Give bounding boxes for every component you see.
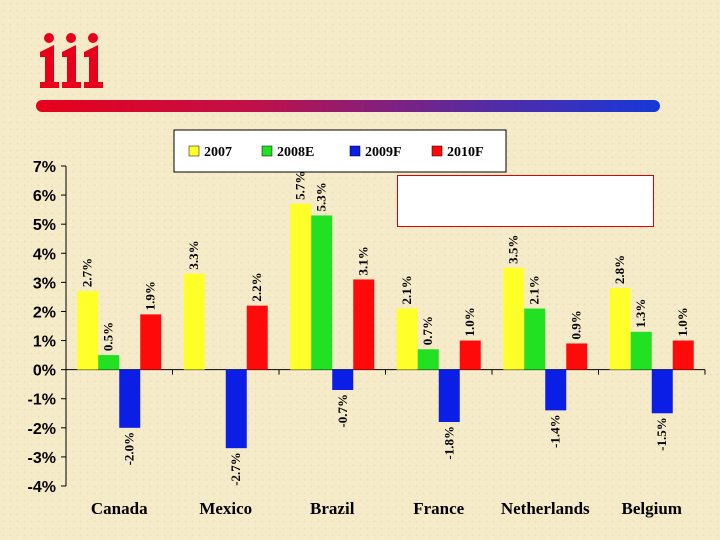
data-label: 2.1% bbox=[527, 275, 542, 304]
bar-2009f bbox=[225, 369, 247, 449]
data-label: 0.7% bbox=[420, 316, 435, 345]
note-box bbox=[397, 175, 654, 227]
data-label: -2.0% bbox=[122, 432, 137, 466]
legend-swatch bbox=[431, 145, 443, 157]
bar-2010f bbox=[353, 279, 375, 370]
data-label: -1.5% bbox=[654, 417, 669, 451]
bar-2009f bbox=[545, 369, 567, 411]
legend: 2007 2008E 2009F 2010F bbox=[173, 129, 507, 173]
category-label: Netherlands bbox=[501, 499, 590, 518]
data-label: 3.1% bbox=[356, 246, 371, 275]
bar-2007 bbox=[609, 288, 631, 370]
bar-2009f bbox=[332, 369, 354, 390]
bar-2008e bbox=[98, 355, 120, 370]
y-tick-label: 5% bbox=[33, 217, 56, 234]
data-label: 2.8% bbox=[612, 255, 627, 284]
bar-2010f bbox=[140, 314, 162, 370]
data-label: 2.7% bbox=[80, 258, 95, 287]
legend-swatch bbox=[188, 145, 200, 157]
iii-logo bbox=[40, 33, 103, 88]
bar-2008e bbox=[630, 331, 652, 370]
data-label: 5.7% bbox=[293, 171, 308, 200]
y-tick-label: 0% bbox=[33, 363, 56, 380]
data-label: 3.3% bbox=[186, 240, 201, 269]
data-label: 2.1% bbox=[399, 275, 414, 304]
header-rule bbox=[36, 100, 660, 112]
bar-2010f bbox=[246, 305, 268, 370]
data-label: 2.2% bbox=[249, 272, 264, 301]
data-label: 1.3% bbox=[633, 299, 648, 328]
y-tick-label: 3% bbox=[33, 275, 56, 292]
legend-label: 2010F bbox=[447, 145, 484, 160]
bar-2010f bbox=[672, 340, 694, 370]
bar-2009f bbox=[438, 369, 460, 422]
category-label: Canada bbox=[91, 499, 148, 518]
y-tick-label: 2% bbox=[33, 304, 56, 321]
y-tick-label: 7% bbox=[33, 159, 56, 176]
bar-2008e bbox=[524, 308, 546, 370]
data-label: 0.5% bbox=[101, 322, 116, 351]
y-tick-label: -1% bbox=[28, 392, 56, 409]
bar-2010f bbox=[459, 340, 481, 370]
legend-swatch bbox=[349, 145, 361, 157]
bar-2008e bbox=[417, 349, 439, 370]
y-tick-label: -3% bbox=[28, 450, 56, 467]
data-label: -1.8% bbox=[441, 426, 456, 460]
bar-2007 bbox=[396, 308, 418, 370]
category-label: Brazil bbox=[310, 499, 355, 518]
data-label: 3.5% bbox=[506, 235, 521, 264]
bar-2007 bbox=[183, 273, 205, 370]
legend-label: 2009F bbox=[365, 145, 402, 160]
data-label: 0.9% bbox=[569, 310, 584, 339]
data-label: -1.4% bbox=[548, 414, 563, 448]
bar-2010f bbox=[566, 343, 588, 370]
bar-2009f bbox=[119, 369, 141, 428]
bar-2007 bbox=[77, 291, 99, 370]
data-label: 1.0% bbox=[675, 307, 690, 336]
y-tick-label: 4% bbox=[33, 246, 56, 263]
bar-2009f bbox=[651, 369, 673, 414]
data-label: 1.9% bbox=[143, 281, 158, 310]
bar-2008e bbox=[311, 215, 333, 370]
data-label: 1.0% bbox=[462, 307, 477, 336]
legend-label: 2007 bbox=[204, 145, 232, 160]
bar-2007 bbox=[290, 203, 312, 370]
legend-label: 2008E bbox=[277, 145, 314, 160]
category-label: Belgium bbox=[622, 499, 682, 518]
y-tick-label: 1% bbox=[33, 334, 56, 351]
legend-swatch bbox=[261, 145, 273, 157]
category-label: Mexico bbox=[199, 499, 252, 518]
data-label: 5.3% bbox=[314, 182, 329, 211]
data-label: -0.7% bbox=[335, 394, 350, 428]
y-tick-label: -2% bbox=[28, 421, 56, 438]
bar-2007 bbox=[503, 267, 525, 370]
data-label: -2.7% bbox=[228, 452, 243, 486]
y-tick-label: 6% bbox=[33, 188, 56, 205]
category-label: France bbox=[413, 499, 464, 518]
y-tick-label: -4% bbox=[28, 479, 56, 496]
